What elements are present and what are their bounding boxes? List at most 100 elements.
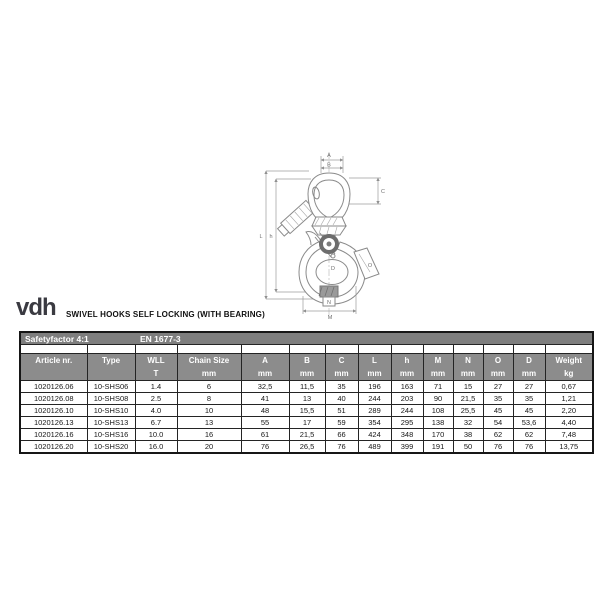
table-cell: 13	[288, 392, 326, 405]
table-cell: 11,5	[288, 380, 326, 393]
table-cell: 48	[240, 404, 290, 417]
table-cell: 50	[452, 440, 484, 454]
table-cell: 38	[452, 428, 484, 441]
table-cell: 196	[357, 380, 392, 393]
table-cell: 71	[422, 380, 454, 393]
table-cell: 10-SHS20	[86, 440, 136, 454]
column-header-wll: WLL T	[134, 353, 178, 381]
page-title: SWIVEL HOOKS SELF LOCKING (WITH BEARING)	[66, 310, 265, 319]
table-cell: 35	[324, 380, 359, 393]
table-cell: 10-SHS13	[86, 416, 136, 429]
eye-side-hole	[312, 186, 320, 200]
table-cell: 41	[240, 392, 290, 405]
safety-factor-label: Safetyfactor 4:1	[25, 333, 89, 344]
table-cell: 1020126.16	[19, 428, 88, 441]
column-header-chain-size: Chain Size mm	[176, 353, 242, 381]
table-cell: 489	[357, 440, 392, 454]
table-cell: 53,6	[512, 416, 546, 429]
table-cell: 354	[357, 416, 392, 429]
table-cell: 10-SHS06	[86, 380, 136, 393]
table-cell: 26,5	[288, 440, 326, 454]
table-cell: 295	[390, 416, 424, 429]
chain-link-stub	[276, 199, 317, 237]
table-cell: 32	[452, 416, 484, 429]
table-row: 1020126.16 10-SHS16 10.0 16 61 21,5 66 424 348 17…	[19, 428, 594, 441]
dim-label-c: C	[381, 189, 385, 195]
table-cell: 163	[390, 380, 424, 393]
dim-label-a: A	[327, 153, 331, 159]
spec-table: Safetyfactor 4:1 EN 1677-3 Article nr. Ty…	[19, 331, 595, 454]
table-cell: 8	[176, 392, 242, 405]
table-cell: 1020126.08	[19, 392, 88, 405]
spacer-cell	[134, 344, 178, 354]
spacer-cell	[19, 344, 88, 354]
table-cell: 10-SHS08	[86, 392, 136, 405]
column-header-type: Type	[86, 353, 136, 381]
table-cell: 7,48	[544, 428, 594, 441]
table-cell: 15,5	[288, 404, 326, 417]
bottom-plug	[318, 285, 339, 307]
spacer-cell	[482, 344, 514, 354]
table-cell: 2,20	[544, 404, 594, 417]
table-cell: 16.0	[134, 440, 178, 454]
spacer-cell	[86, 344, 136, 354]
table-cell: 40	[324, 392, 359, 405]
table-cell: 76	[482, 440, 514, 454]
spacer-cell	[390, 344, 424, 354]
table-cell: 59	[324, 416, 359, 429]
table-cell: 54	[482, 416, 514, 429]
hook-technical-drawing: A B C L h D O N M	[259, 152, 385, 321]
table-cell: 0,67	[544, 380, 594, 393]
dim-label-h: h	[269, 234, 272, 240]
table-cell: 13	[176, 416, 242, 429]
table-cell: 6	[176, 380, 242, 393]
dim-label-o: O	[368, 263, 373, 269]
table-row: 1020126.13 10-SHS13 6.7 13 55 17 59 354 295 138 32…	[19, 416, 594, 429]
hook-bowl-opening	[315, 259, 349, 285]
standard-label: EN 1677-3	[140, 333, 181, 344]
table-cell: 4.0	[134, 404, 178, 417]
table-cell: 27	[482, 380, 514, 393]
spacer-cell	[452, 344, 484, 354]
table-cell: 66	[324, 428, 359, 441]
table-row: 1020126.20 10-SHS20 16.0 20 76 26,5 76 489 399 19…	[19, 440, 594, 454]
dim-label-b: B	[327, 163, 331, 169]
table-cell: 1020126.10	[19, 404, 88, 417]
table-cell: 45	[512, 404, 546, 417]
table-cell: 25,5	[452, 404, 484, 417]
table-cell: 244	[357, 392, 392, 405]
spacer-cell	[357, 344, 392, 354]
info-bar-row: Safetyfactor 4:1 EN 1677-3	[19, 331, 594, 345]
table-cell: 27	[512, 380, 546, 393]
column-header-weight: Weight kg	[544, 353, 594, 381]
table-cell: 10.0	[134, 428, 178, 441]
table-cell: 10-SHS16	[86, 428, 136, 441]
column-header-article-nr-: Article nr.	[19, 353, 88, 381]
table-cell: 32,5	[240, 380, 290, 393]
table-cell: 13,75	[544, 440, 594, 454]
table-cell: 45	[482, 404, 514, 417]
spacer-cell	[324, 344, 359, 354]
table-cell: 203	[390, 392, 424, 405]
table-row: 1020126.10 10-SHS10 4.0 10 48 15,5 51 289 244 108…	[19, 404, 594, 417]
spacer-row	[19, 344, 594, 354]
spacer-cell	[176, 344, 242, 354]
table-cell: 51	[324, 404, 359, 417]
table-cell: 424	[357, 428, 392, 441]
table-cell: 4,40	[544, 416, 594, 429]
table-row: 1020126.06 10-SHS06 1.4 6 32,5 11,5 35 196 163 71…	[19, 380, 594, 393]
table-cell: 138	[422, 416, 454, 429]
table-cell: 35	[482, 392, 514, 405]
table-cell: 21,5	[288, 428, 326, 441]
table-cell: 108	[422, 404, 454, 417]
table-cell: 61	[240, 428, 290, 441]
table-cell: 6.7	[134, 416, 178, 429]
